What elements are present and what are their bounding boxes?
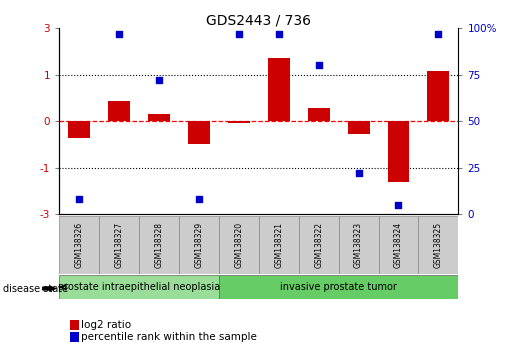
Point <box>394 202 403 208</box>
Text: prostate intraepithelial neoplasia: prostate intraepithelial neoplasia <box>58 282 220 292</box>
Bar <box>418 216 458 274</box>
Title: GDS2443 / 736: GDS2443 / 736 <box>207 13 311 27</box>
Text: GSM138329: GSM138329 <box>195 222 203 268</box>
Text: percentile rank within the sample: percentile rank within the sample <box>81 332 257 342</box>
Bar <box>379 216 418 274</box>
Bar <box>219 275 458 299</box>
Bar <box>268 58 290 121</box>
Point <box>75 196 83 202</box>
Text: GSM138321: GSM138321 <box>274 222 283 268</box>
Text: GSM138322: GSM138322 <box>314 222 323 268</box>
Bar <box>219 216 259 274</box>
Point <box>195 196 203 202</box>
Bar <box>228 121 250 124</box>
Point <box>115 31 123 37</box>
Bar <box>108 101 130 121</box>
Bar <box>259 216 299 274</box>
Bar <box>339 216 379 274</box>
Bar <box>148 114 170 121</box>
Bar <box>427 71 450 121</box>
Bar <box>179 216 219 274</box>
Text: GSM138327: GSM138327 <box>115 222 124 268</box>
Point <box>155 78 163 83</box>
Text: log2 ratio: log2 ratio <box>81 320 131 330</box>
Point <box>274 31 283 37</box>
Bar <box>307 108 330 121</box>
Text: GSM138324: GSM138324 <box>394 222 403 268</box>
Point <box>354 170 363 176</box>
Text: GSM138325: GSM138325 <box>434 222 443 268</box>
Text: GSM138326: GSM138326 <box>75 222 83 268</box>
Bar <box>59 216 99 274</box>
Bar <box>188 121 210 144</box>
Bar <box>299 216 339 274</box>
Text: GSM138328: GSM138328 <box>154 222 163 268</box>
Point <box>235 31 243 37</box>
Bar <box>348 121 370 134</box>
Bar <box>387 121 409 182</box>
Bar <box>68 121 90 138</box>
Bar <box>99 216 139 274</box>
Text: GSM138320: GSM138320 <box>234 222 243 268</box>
Bar <box>139 216 179 274</box>
Point <box>315 63 323 68</box>
Point <box>434 31 442 37</box>
Text: GSM138323: GSM138323 <box>354 222 363 268</box>
Bar <box>59 275 219 299</box>
Text: invasive prostate tumor: invasive prostate tumor <box>280 282 397 292</box>
Text: disease state: disease state <box>3 284 67 293</box>
